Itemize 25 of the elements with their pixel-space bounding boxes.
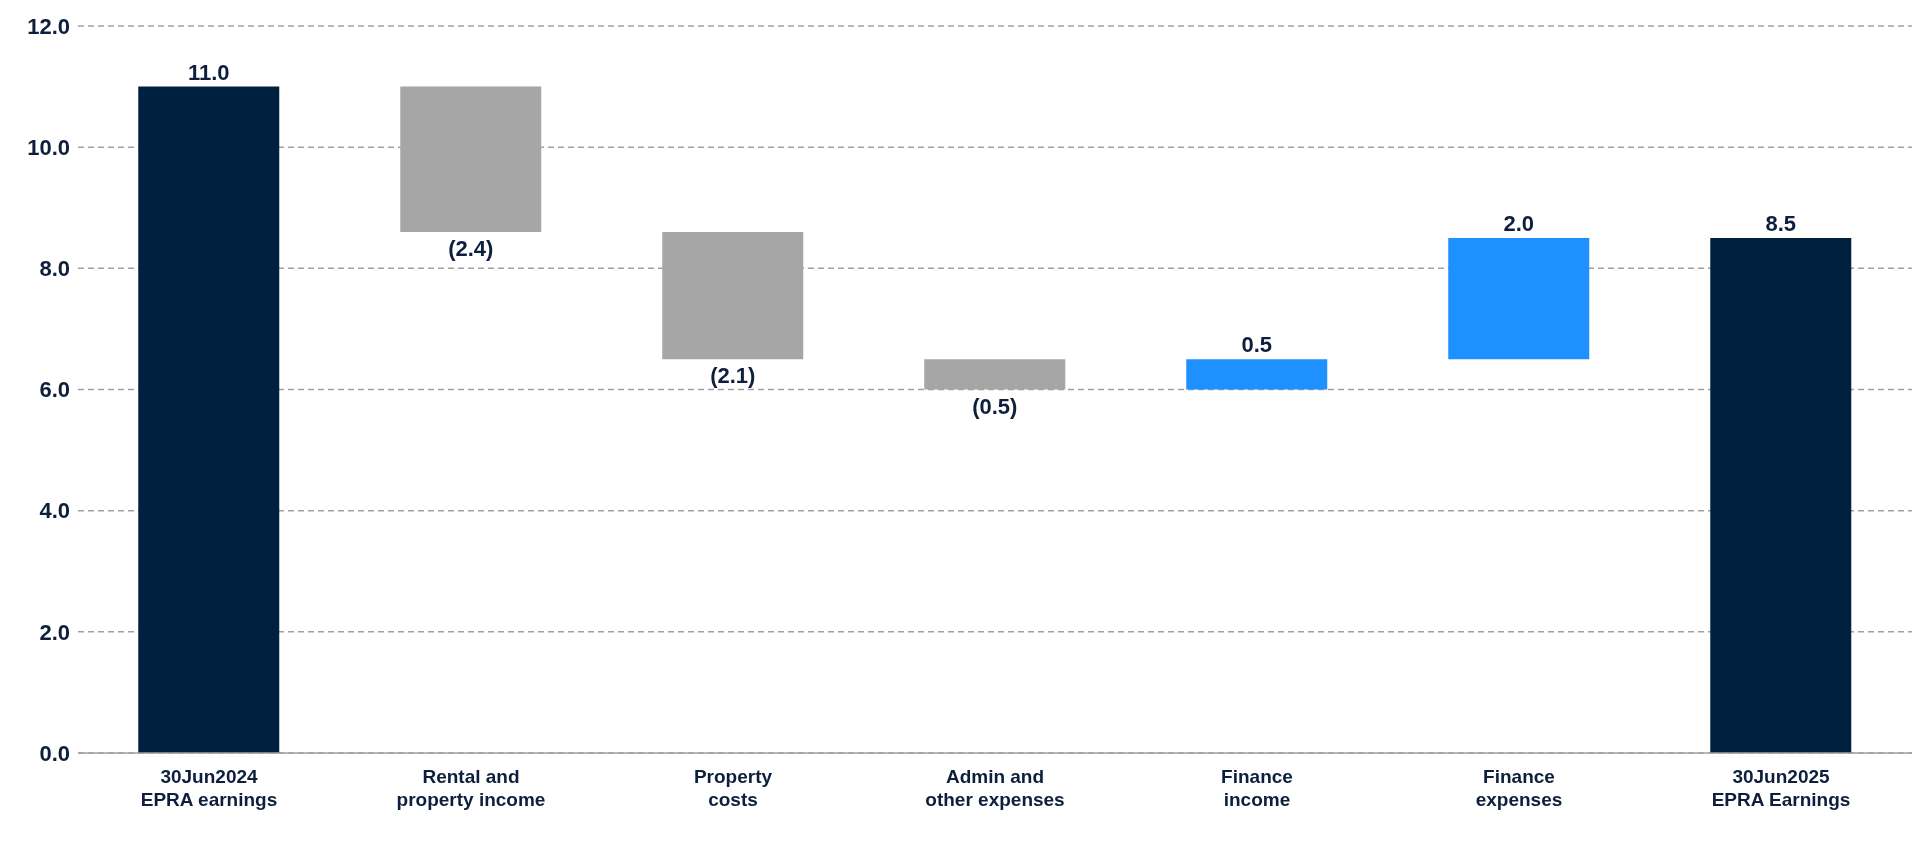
y-tick-label: 8.0 — [39, 256, 70, 282]
x-tick-label: Finance expenses — [1475, 766, 1563, 810]
y-tick-label: 2.0 — [39, 619, 70, 645]
data-label: 11.0 — [187, 59, 230, 85]
x-tick-label: Admin and other expenses — [925, 766, 1065, 810]
x-tick-label: Property costs — [693, 766, 773, 810]
y-tick-label: 12.0 — [27, 13, 70, 39]
x-tick-label: Finance income — [1221, 766, 1293, 810]
y-tick-label: 4.0 — [39, 498, 70, 524]
data-label: (2.1) — [710, 363, 756, 389]
y-tick-label: 6.0 — [39, 377, 70, 403]
x-tick-label: 30Jun2024 EPRA earnings — [140, 766, 278, 810]
bar — [138, 86, 280, 753]
bar — [1448, 238, 1590, 360]
data-label: 0.5 — [1241, 332, 1273, 358]
y-tick-label: 0.0 — [39, 740, 70, 766]
data-label: (2.4) — [448, 235, 494, 261]
bar — [1186, 359, 1328, 390]
x-tick-label: Rental and property income — [396, 766, 546, 810]
data-label: (0.5) — [972, 393, 1018, 419]
data-label: 2.0 — [1503, 211, 1535, 237]
bar — [1710, 238, 1852, 753]
x-tick-label: 30Jun2025 EPRA Earnings — [1711, 766, 1851, 810]
y-tick-label: 10.0 — [27, 134, 70, 160]
data-label: 8.5 — [1765, 211, 1797, 237]
